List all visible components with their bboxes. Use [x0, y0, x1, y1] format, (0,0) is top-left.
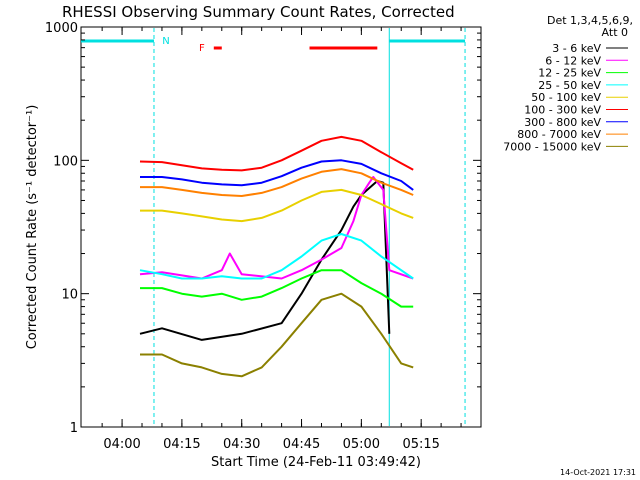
- series-line-5: [139, 135, 414, 172]
- time-markers: [153, 28, 466, 426]
- series-line-0: [139, 180, 391, 341]
- legend-label-7: 800 - 7000 keV: [517, 128, 601, 141]
- legend-label-6: 300 - 800 keV: [524, 116, 601, 129]
- plot-frame: [80, 26, 482, 428]
- x-tick-label-2: 04:30: [223, 437, 260, 452]
- x-tick-label-0: 04:00: [103, 437, 140, 452]
- x-axis-label: Start Time (24-Feb-11 03:49:42): [211, 455, 421, 470]
- y-axis: 1 10 100 1000: [45, 21, 481, 436]
- series-line-7: [140, 168, 414, 197]
- legend-label-0: 3 - 6 keV: [552, 42, 601, 55]
- legend-label-8: 7000 - 15000 keV: [503, 140, 601, 153]
- night-bar-label: N: [162, 36, 169, 47]
- chart-title: RHESSI Observing Summary Count Rates, Co…: [62, 3, 455, 21]
- legend-label-5: 100 - 300 keV: [524, 104, 601, 117]
- x-tick-label-3: 04:45: [283, 437, 320, 452]
- y-tick-label-3: 1000: [45, 21, 78, 36]
- legend-title-att: Att 0: [602, 26, 628, 39]
- series-line-3: [139, 233, 414, 280]
- y-tick-label-1: 10: [61, 288, 78, 303]
- series-layer: [139, 135, 414, 378]
- y-tick-label-0: 1: [70, 421, 78, 436]
- x-axis: 04:00 04:15 04:30 04:45 05:00 05:15: [101, 27, 462, 452]
- legend-label-2: 12 - 25 keV: [538, 67, 601, 80]
- series-line-8: [140, 292, 414, 378]
- legend-label-3: 25 - 50 keV: [538, 79, 601, 92]
- series-line-2: [140, 269, 414, 308]
- legend-title: Det 1,3,4,5,6,9,: [547, 14, 633, 27]
- x-tick-label-4: 05:00: [343, 437, 380, 452]
- legend-label-4: 50 - 100 keV: [531, 91, 601, 104]
- series-line-6: [140, 159, 414, 191]
- legend-label-1: 6 - 12 keV: [545, 54, 601, 67]
- series-line-4: [140, 188, 414, 223]
- x-tick-label-1: 04:15: [163, 437, 200, 452]
- series-line-1: [139, 176, 414, 280]
- status-bars: NF: [81, 36, 466, 54]
- footer-timestamp: 14-Oct-2021 17:31: [560, 468, 636, 477]
- y-tick-label-2: 100: [53, 154, 78, 169]
- flare-bar-label: F: [199, 43, 205, 54]
- x-tick-label-5: 05:15: [402, 437, 439, 452]
- y-axis-label: Corrected Count Rate (s⁻¹ detector⁻¹): [25, 105, 40, 350]
